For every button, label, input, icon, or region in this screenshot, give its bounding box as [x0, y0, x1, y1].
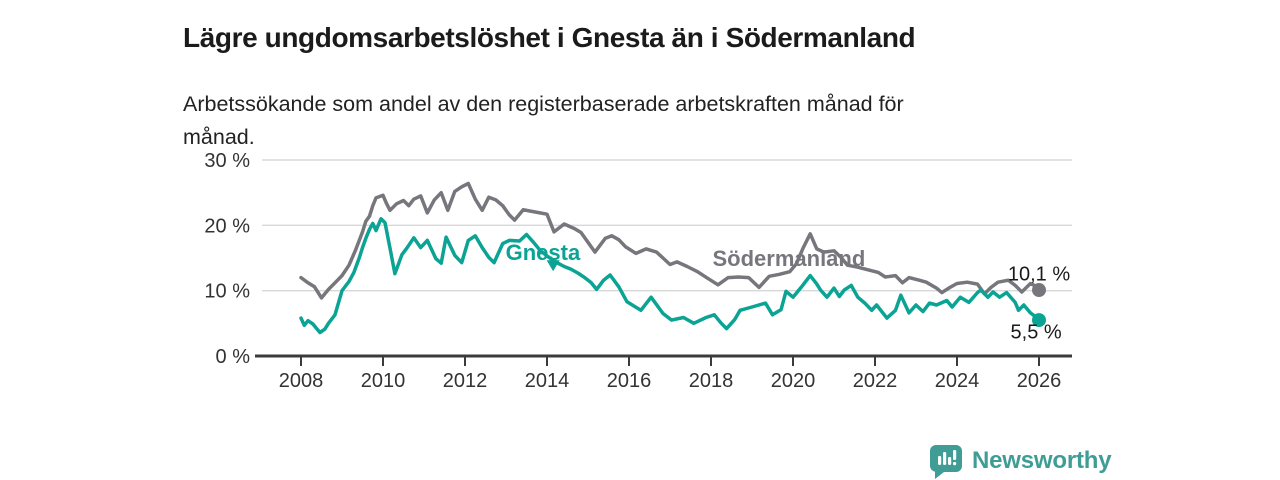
newsworthy-wordmark: Newsworthy	[972, 447, 1112, 474]
newsworthy-logo-icon	[930, 445, 962, 479]
x-axis-tick-label: 2008	[279, 370, 324, 392]
x-axis-tick-label: 2010	[361, 370, 406, 392]
x-axis-tick-label: 2012	[443, 370, 488, 392]
x-axis-tick-label: 2014	[525, 370, 570, 392]
x-axis-tick-label: 2026	[1017, 370, 1062, 392]
y-axis-tick-label: 10 %	[204, 281, 250, 303]
series-line-gnesta	[299, 217, 1041, 335]
newsworthy-logo: Newsworthy	[928, 443, 1112, 479]
end-value-label: 5,5 %	[1011, 321, 1062, 343]
end-value-label: 10,1 %	[1008, 263, 1070, 285]
series-label: Södermanland	[712, 246, 865, 271]
series-line-södermanland	[299, 181, 1041, 300]
unemployment-line-chart: 0 % 10 % 20 % 30 % 2008 2010 2012 2014 2016 2018 2…	[204, 150, 1072, 392]
x-axis-tick-label: 2018	[689, 370, 734, 392]
x-axis-tick-label: 2016	[607, 370, 652, 392]
series-end-dot-gnesta	[1032, 313, 1046, 328]
y-axis-tick-label: 30 %	[204, 150, 250, 172]
y-axis-tick-label: 20 %	[204, 215, 250, 237]
series-end-dot-södermanland	[1032, 283, 1046, 298]
x-axis-tick-label: 2024	[935, 370, 980, 392]
x-axis-tick-label: 2022	[853, 370, 898, 392]
x-axis-tick-label: 2020	[771, 370, 816, 392]
chart-subtitle: Arbetssökande som andel av den registerb…	[183, 91, 904, 149]
page-title: Lägre ungdomsarbetslöshet i Gnesta än i …	[183, 21, 916, 53]
series-label: Gnesta	[506, 240, 581, 265]
y-axis-tick-label: 0 %	[216, 346, 251, 368]
gnesta-label-arrow-icon	[546, 260, 560, 272]
